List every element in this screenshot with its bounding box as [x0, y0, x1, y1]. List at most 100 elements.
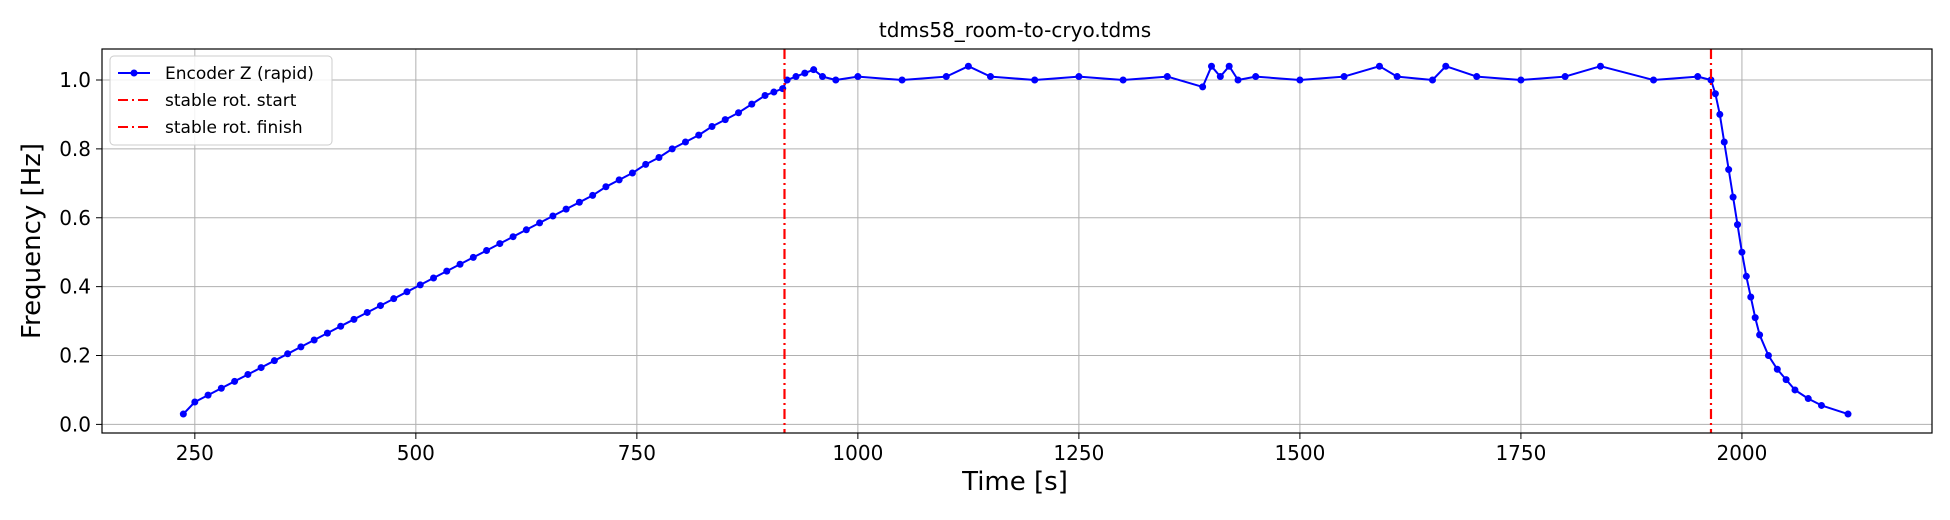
- data-point: [350, 315, 358, 323]
- legend-label-start: stable rot. start: [165, 91, 297, 111]
- data-point: [496, 240, 504, 248]
- x-tick-label: 750: [618, 441, 656, 465]
- data-point: [179, 410, 187, 418]
- y-tick-label: 0.2: [59, 344, 91, 368]
- data-point: [1216, 73, 1224, 81]
- data-point: [1429, 76, 1437, 84]
- data-point: [1742, 272, 1750, 280]
- data-point: [681, 138, 689, 146]
- x-tick-label: 1250: [1053, 441, 1104, 465]
- data-point: [942, 73, 950, 81]
- data-point: [1596, 62, 1604, 70]
- data-point: [792, 73, 800, 81]
- data-point: [854, 73, 862, 81]
- data-point: [1199, 83, 1207, 91]
- data-point: [509, 233, 517, 241]
- data-point: [589, 191, 597, 199]
- data-point: [244, 370, 252, 378]
- plot-frame: [101, 48, 1933, 434]
- data-point: [1252, 73, 1260, 81]
- data-point: [735, 109, 743, 117]
- data-point: [297, 343, 305, 351]
- data-point: [1694, 73, 1702, 81]
- data-point: [1707, 76, 1715, 84]
- data-point: [1716, 110, 1724, 118]
- data-point: [655, 153, 663, 161]
- data-point: [801, 69, 809, 77]
- legend-marker-encoder: [130, 69, 138, 77]
- data-point: [1517, 76, 1525, 84]
- data-point: [323, 329, 331, 337]
- y-axis-label: Frequency [Hz]: [17, 143, 47, 339]
- data-point: [1747, 293, 1755, 301]
- data-point: [668, 145, 676, 153]
- data-point: [1119, 76, 1127, 84]
- data-point: [390, 295, 398, 303]
- data-point: [270, 357, 278, 365]
- x-tick-label: 1750: [1495, 441, 1546, 465]
- data-point: [1720, 138, 1728, 146]
- data-point: [376, 302, 384, 310]
- data-point: [1561, 73, 1569, 81]
- data-point: [1393, 73, 1401, 81]
- data-point: [1711, 90, 1719, 98]
- legend-box: [109, 55, 333, 146]
- data-point: [363, 308, 371, 316]
- data-point: [1734, 221, 1742, 229]
- data-point: [964, 62, 972, 70]
- data-point: [469, 253, 477, 261]
- data-point: [456, 260, 464, 268]
- data-point: [310, 336, 318, 344]
- data-point: [1756, 331, 1764, 339]
- plot-series: [179, 49, 1852, 433]
- data-point: [986, 73, 994, 81]
- data-point: [1296, 76, 1304, 84]
- legend-label-encoder: Encoder Z (rapid): [165, 64, 314, 84]
- axis-ticks: 250 500 750 1000 1250 1500 1750 2000 0.0 0.2 0.4 0.…: [59, 68, 1767, 465]
- data-point: [1844, 410, 1852, 418]
- data-point: [615, 176, 623, 184]
- data-point: [1225, 62, 1233, 70]
- y-tick-label: 0.8: [59, 137, 91, 161]
- data-point: [483, 246, 491, 254]
- y-tick-label: 1.0: [59, 68, 91, 92]
- data-point: [1764, 352, 1772, 360]
- data-point: [1207, 62, 1215, 70]
- data-point: [761, 91, 769, 99]
- data-point: [536, 219, 544, 227]
- data-point: [819, 73, 827, 81]
- x-tick-label: 500: [397, 441, 435, 465]
- data-point: [602, 183, 610, 191]
- data-point: [1738, 248, 1746, 256]
- x-tick-label: 250: [176, 441, 214, 465]
- data-point: [1650, 76, 1658, 84]
- x-tick-label: 2000: [1716, 441, 1767, 465]
- data-point: [575, 198, 583, 206]
- data-point: [695, 131, 703, 139]
- grid-lines: [102, 49, 1932, 433]
- data-point: [1442, 62, 1450, 70]
- data-point: [1751, 314, 1759, 322]
- chart-title: tdms58_room-to-cryo.tdms: [879, 18, 1151, 42]
- data-point: [204, 391, 212, 399]
- data-point: [284, 350, 292, 358]
- data-point: [1782, 376, 1790, 384]
- data-point: [1375, 62, 1383, 70]
- data-point: [443, 267, 451, 275]
- data-point: [770, 88, 778, 96]
- data-point: [1163, 73, 1171, 81]
- data-point: [1340, 73, 1348, 81]
- data-point: [217, 384, 225, 392]
- data-point: [1773, 365, 1781, 373]
- data-point: [562, 205, 570, 213]
- data-point: [1031, 76, 1039, 84]
- data-point: [231, 377, 239, 385]
- x-axis-label: Time [s]: [961, 467, 1068, 497]
- x-tick-label: 1500: [1274, 441, 1325, 465]
- data-point: [1075, 73, 1083, 81]
- data-point: [337, 322, 345, 330]
- data-point: [898, 76, 906, 84]
- data-point: [1791, 386, 1799, 394]
